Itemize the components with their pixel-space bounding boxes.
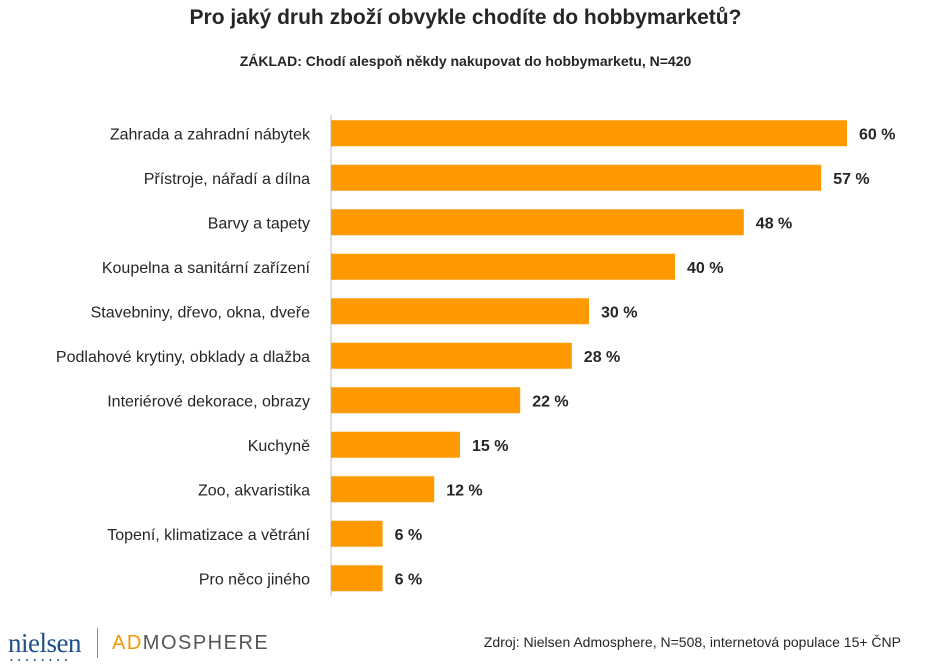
- chart-subtitle: ZÁKLAD: Chodí alespoň někdy nakupovat do…: [239, 53, 692, 69]
- data-label: 40 %: [687, 260, 723, 277]
- data-label: 15 %: [472, 438, 508, 455]
- admosphere-logo-ad: AD: [111, 631, 143, 654]
- bar: [331, 209, 744, 236]
- data-label: 48 %: [756, 215, 792, 232]
- nielsen-logo-dots: ••••••••: [10, 655, 73, 665]
- admosphere-logo: ADMOSPHERE: [112, 632, 269, 655]
- category-label: Stavebniny, dřevo, okna, dveře: [91, 304, 310, 321]
- nielsen-logo-text: nielsen: [8, 627, 81, 658]
- brand-logos: nielsen •••••••• ADMOSPHERE: [8, 625, 269, 665]
- bar: [331, 520, 383, 547]
- data-label: 57 %: [833, 171, 869, 188]
- bar: [331, 342, 572, 369]
- category-label: Přístroje, nářadí a dílna: [144, 171, 310, 188]
- data-label: 30 %: [601, 304, 637, 321]
- category-label: Topení, klimatizace a větrání: [107, 527, 310, 544]
- category-label: Kuchyně: [248, 438, 310, 455]
- data-label: 60 %: [859, 126, 895, 143]
- bar: [331, 565, 383, 592]
- bar: [331, 387, 521, 414]
- bar: [331, 431, 460, 458]
- data-label: 22 %: [532, 393, 568, 410]
- source-note: Zdroj: Nielsen Admosphere, N=508, intern…: [483, 634, 901, 650]
- bar: [331, 476, 435, 503]
- admosphere-logo-rest: MOSPHERE: [142, 631, 270, 654]
- brand-divider: [96, 628, 98, 658]
- chart-title: Pro jaký druh zboží obvykle chodíte do h…: [189, 6, 742, 29]
- data-label: 6 %: [395, 571, 423, 588]
- data-label: 6 %: [395, 527, 423, 544]
- bar: [331, 120, 847, 147]
- category-label: Interiérové dekorace, obrazy: [107, 393, 310, 410]
- category-label: Pro něco jiného: [199, 571, 310, 588]
- category-label: Zahrada a zahradní nábytek: [110, 126, 311, 143]
- data-label: 12 %: [446, 482, 482, 499]
- nielsen-logo: nielsen ••••••••: [8, 627, 81, 665]
- bar: [331, 298, 589, 325]
- data-label: 28 %: [584, 349, 620, 366]
- bar: [331, 164, 822, 191]
- category-label: Podlahové krytiny, obklady a dlažba: [56, 349, 310, 366]
- category-label: Zoo, akvaristika: [198, 482, 310, 499]
- category-label: Barvy a tapety: [208, 215, 310, 232]
- category-label: Koupelna a sanitární zařízení: [102, 260, 311, 277]
- bar: [331, 253, 675, 280]
